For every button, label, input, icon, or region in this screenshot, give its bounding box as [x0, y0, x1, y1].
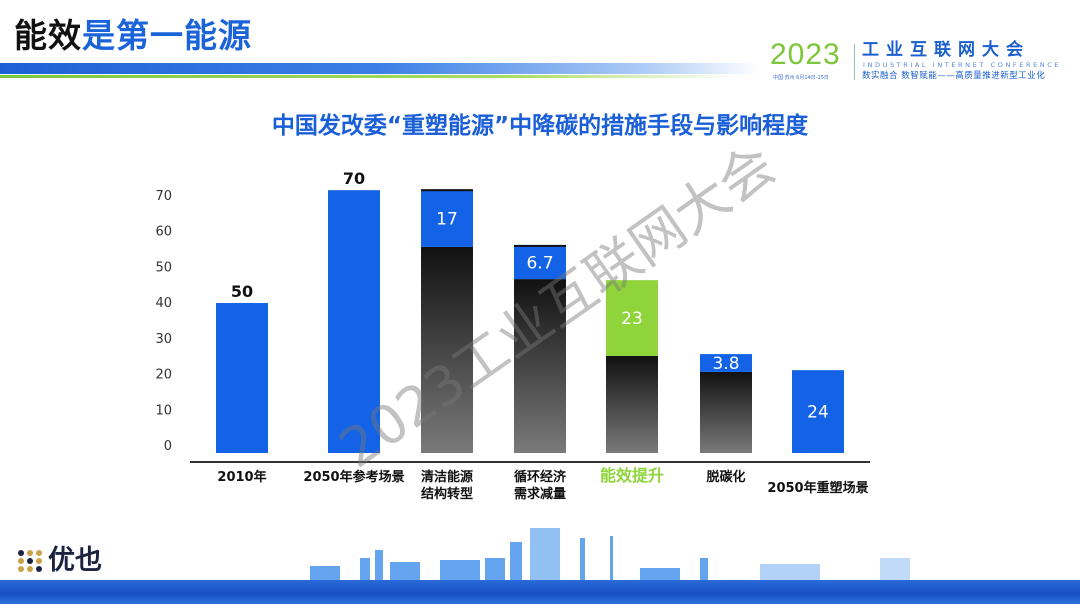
- slide-title-blue: 是第一能源: [82, 16, 252, 55]
- data-label: 3.8: [712, 354, 739, 374]
- x-category-label: 脱碳化: [706, 469, 745, 485]
- bar-4: 23: [606, 280, 658, 453]
- x-category-label: 2050年重塑场景: [767, 480, 868, 496]
- bar-segment-green: [606, 280, 658, 356]
- slide-title: 能效是第一能源: [14, 16, 252, 56]
- bar-segment-gray: [606, 355, 658, 453]
- data-label: 70: [343, 169, 365, 188]
- bar-segment-blue: [514, 245, 566, 280]
- conference-year: 2023: [770, 38, 841, 71]
- bar-6: 24: [792, 370, 844, 453]
- bar-0: 50: [216, 282, 268, 453]
- y-tick-label: 30: [155, 332, 172, 347]
- conference-english: INDUSTRIAL INTERNET CONFERENCE: [863, 61, 1062, 69]
- bar-segment-gray: [514, 279, 566, 453]
- city-skyline-decoration: [310, 528, 910, 582]
- y-tick-label: 40: [155, 296, 172, 311]
- y-tick-label: 10: [155, 403, 172, 418]
- bar-3: 6.7: [514, 244, 566, 453]
- slide-title-dark: 能效: [14, 16, 82, 55]
- data-label: 50: [231, 282, 253, 301]
- conference-slogan: 数实融合 数智赋能——高质量推进新型工业化: [862, 71, 1046, 81]
- x-category-label: 循环经济需求减量: [514, 469, 567, 502]
- footer-band: [0, 580, 1080, 604]
- bar-segment-blue: [216, 303, 268, 453]
- bar-segment-blue: [328, 190, 380, 454]
- bar-1: 70: [328, 169, 380, 454]
- y-tick-label: 50: [155, 260, 172, 275]
- conference-logo: 2023 中国·苏州 6月14日-15日 工业互联网大会 INDUSTRIAL …: [770, 40, 1075, 85]
- bar-segment-blue: [700, 354, 752, 372]
- company-logo: 优也: [18, 546, 102, 576]
- y-tick-label: 60: [155, 225, 172, 240]
- x-category-label: 清洁能源结构转型: [421, 469, 473, 502]
- y-tick-label: 20: [155, 368, 172, 383]
- bar-2: 17: [421, 189, 473, 453]
- logo-text: 优也: [48, 545, 102, 576]
- bar-5: 3.8: [700, 354, 752, 453]
- bar-segment-gray: [700, 371, 752, 453]
- conference-name: 工业互联网大会: [862, 40, 1030, 60]
- data-label: 23: [621, 309, 643, 329]
- bar-segment-blue: [792, 370, 844, 453]
- header-green-stripe: [0, 75, 740, 78]
- y-tick-label: 70: [155, 189, 172, 204]
- divider: [854, 44, 855, 80]
- chart-title: 中国发改委“重塑能源”中降碳的措施手段与影响程度: [271, 113, 809, 139]
- header-blue-stripe: [0, 63, 760, 74]
- bar-segment-blue: [421, 190, 473, 247]
- bar-top-line: [421, 189, 473, 192]
- y-tick-label: 0: [164, 439, 172, 454]
- x-category-label: 2050年参考场景: [303, 469, 404, 485]
- x-category-label: 2010年: [217, 469, 266, 485]
- bar-segment-gray: [421, 246, 473, 453]
- logo-dots-icon: [18, 550, 43, 572]
- data-label: 17: [436, 210, 458, 230]
- conference-location-date: 中国·苏州 6月14日-15日: [773, 75, 829, 81]
- data-label: 24: [807, 403, 829, 423]
- bar-top-line: [514, 244, 566, 247]
- data-label: 6.7: [526, 253, 553, 273]
- x-category-label: 能效提升: [600, 466, 664, 485]
